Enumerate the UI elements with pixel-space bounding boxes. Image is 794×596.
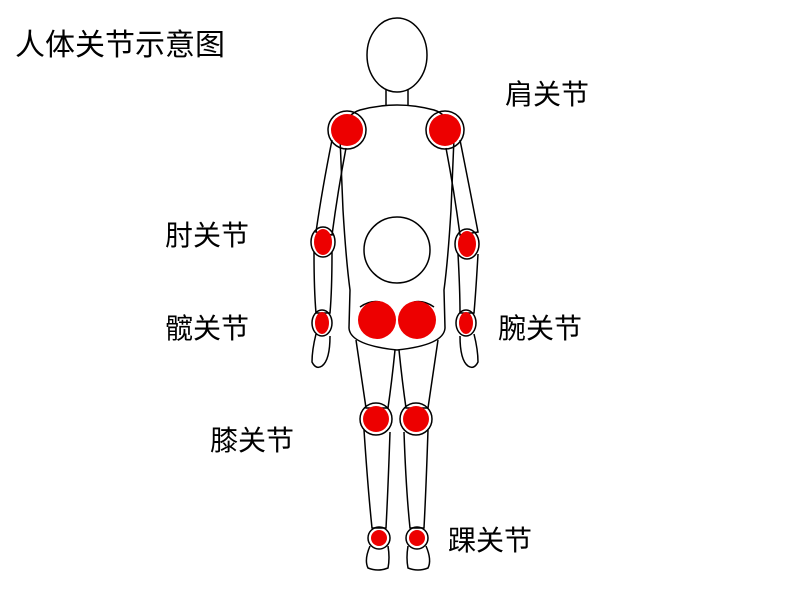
label-hip: 髋关节 <box>165 307 249 347</box>
shin-right <box>404 430 428 528</box>
body-diagram <box>0 0 794 596</box>
joint-ankle-right <box>409 530 425 546</box>
thigh-right <box>399 340 438 408</box>
joint-ankle-left <box>371 530 387 546</box>
joint-shoulder-left <box>331 114 363 146</box>
shin-left <box>364 430 390 528</box>
joint-hip-left <box>358 301 396 339</box>
diagram-title: 人体关节示意图 <box>15 20 225 64</box>
label-knee: 膝关节 <box>210 419 294 459</box>
joint-knee-right <box>403 406 429 432</box>
thigh-left <box>356 340 395 408</box>
joint-knee-left <box>363 406 389 432</box>
joint-shoulder-right <box>429 114 461 146</box>
joint-wrist-left <box>315 312 329 334</box>
joint-elbow-right <box>458 231 476 257</box>
hand-right <box>460 334 478 367</box>
joint-elbow-left <box>314 229 332 255</box>
belly <box>364 217 430 283</box>
label-wrist: 腕关节 <box>498 307 582 347</box>
forearm-right <box>458 254 478 313</box>
hand-left <box>312 334 330 367</box>
joint-wrist-right <box>459 312 473 334</box>
label-elbow: 肘关节 <box>165 214 249 254</box>
label-shoulder: 肩关节 <box>505 73 589 113</box>
label-ankle: 踝关节 <box>448 519 532 559</box>
joint-hip-right <box>398 301 436 339</box>
forearm-left <box>314 252 332 313</box>
head <box>367 18 427 92</box>
